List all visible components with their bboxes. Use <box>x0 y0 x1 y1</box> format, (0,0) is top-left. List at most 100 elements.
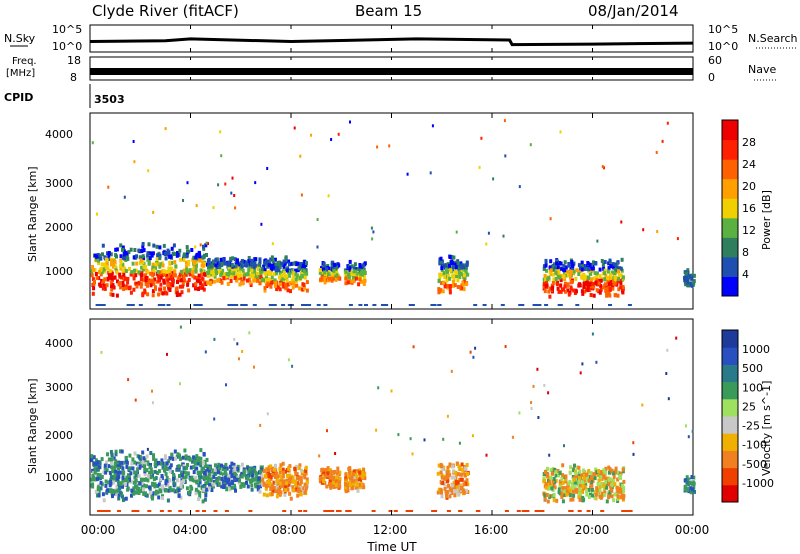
data-cell <box>609 264 613 269</box>
data-cell <box>117 493 121 498</box>
data-cell <box>115 270 119 275</box>
data-cell <box>236 475 240 480</box>
data-cell <box>544 482 548 486</box>
data-cell <box>448 276 452 281</box>
data-cell <box>199 281 203 286</box>
data-cell <box>465 478 469 483</box>
data-cell <box>204 464 208 469</box>
data-cell <box>348 476 352 481</box>
data-cell <box>429 171 432 175</box>
data-cell <box>149 283 153 288</box>
data-cell <box>608 258 612 263</box>
data-cell <box>226 282 230 286</box>
data-cell <box>232 273 236 278</box>
data-cell <box>300 262 304 266</box>
velocity-colorbar-swatch <box>722 433 738 451</box>
data-cell <box>263 288 267 293</box>
data-cell <box>207 262 211 267</box>
data-cell <box>230 477 234 482</box>
data-cell <box>591 493 595 498</box>
data-cell <box>116 279 119 284</box>
data-cell <box>275 472 279 477</box>
data-cell <box>455 484 459 489</box>
data-cell <box>570 486 574 491</box>
data-cell <box>451 279 455 284</box>
data-cell <box>296 261 300 266</box>
data-cell <box>132 486 136 491</box>
data-cell <box>581 495 585 500</box>
data-cell <box>122 287 126 291</box>
data-cell <box>197 279 201 284</box>
data-cell <box>622 485 626 490</box>
data-cell <box>564 486 567 491</box>
data-cell <box>455 271 458 275</box>
data-cell <box>546 499 550 504</box>
data-cell <box>325 267 328 272</box>
data-cell <box>294 262 298 267</box>
data-cell <box>237 276 241 281</box>
data-cell <box>233 475 237 480</box>
data-cell <box>330 480 334 485</box>
data-cell <box>521 510 526 512</box>
data-cell <box>372 230 375 234</box>
data-cell <box>554 276 558 281</box>
data-cell <box>102 283 106 288</box>
data-cell <box>279 278 283 283</box>
data-cell <box>161 465 165 470</box>
velocity-colorbar-swatch <box>722 330 738 348</box>
data-cell <box>248 266 252 271</box>
data-cell <box>213 417 216 421</box>
data-cell <box>691 481 695 486</box>
power-colorbar-tick: 20 <box>742 180 756 193</box>
data-cell <box>363 476 367 481</box>
data-cell <box>360 272 364 277</box>
data-cell <box>586 510 591 512</box>
data-cell <box>453 475 457 480</box>
data-cell <box>354 267 358 272</box>
data-cell <box>156 471 160 475</box>
velocity-scatter-cells <box>90 325 696 512</box>
data-cell <box>254 471 258 476</box>
data-cell <box>608 293 612 298</box>
data-cell <box>450 475 454 480</box>
data-cell <box>288 281 292 286</box>
data-cell <box>117 496 121 501</box>
data-cell <box>441 263 445 268</box>
data-cell <box>296 481 300 486</box>
data-cell <box>580 473 584 478</box>
data-cell <box>608 477 612 482</box>
data-cell <box>560 266 564 271</box>
data-cell <box>151 265 155 270</box>
data-cell <box>122 272 126 277</box>
data-cell <box>351 482 355 487</box>
data-cell <box>274 463 277 468</box>
data-cell <box>371 237 374 241</box>
data-cell <box>119 266 123 271</box>
data-cell <box>558 485 562 489</box>
data-cell <box>253 277 257 282</box>
data-cell <box>307 304 312 306</box>
data-cell <box>118 470 122 475</box>
data-cell <box>438 272 442 277</box>
data-cell <box>617 287 621 292</box>
data-cell <box>143 288 147 293</box>
data-cell <box>149 463 152 467</box>
data-cell <box>99 283 103 288</box>
data-cell <box>571 264 575 268</box>
data-cell <box>100 270 104 275</box>
data-cell <box>133 160 136 164</box>
data-cell <box>284 256 288 261</box>
data-cell <box>243 273 246 278</box>
data-cell <box>585 472 589 477</box>
data-cell <box>198 494 202 499</box>
data-cell <box>291 479 295 484</box>
data-cell <box>361 263 365 268</box>
data-cell <box>330 138 333 141</box>
data-cell <box>482 304 487 306</box>
data-cell <box>572 468 576 473</box>
data-cell <box>550 286 554 291</box>
power-colorbar-swatch <box>722 198 738 219</box>
data-cell <box>585 287 588 292</box>
data-cell <box>291 280 295 285</box>
data-cell <box>228 269 232 274</box>
